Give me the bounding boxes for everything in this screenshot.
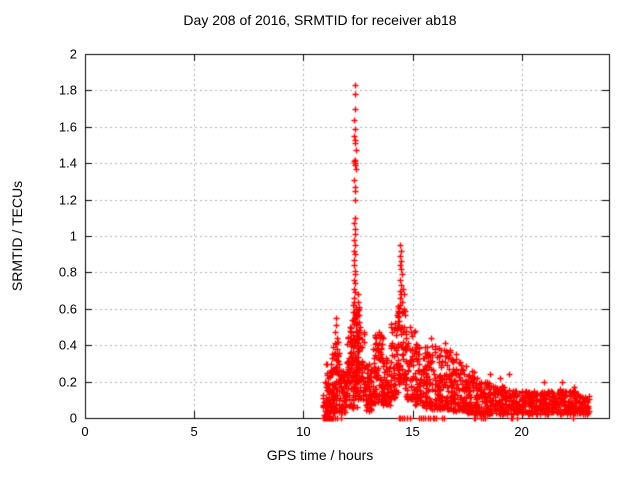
y-tick-label: 0.8 (58, 264, 77, 280)
x-tick-label: 20 (514, 424, 529, 439)
y-tick-label: 0.4 (58, 337, 77, 353)
y-tick-label: 1.8 (58, 82, 77, 98)
chart-title: Day 208 of 2016, SRMTID for receiver ab1… (183, 12, 457, 28)
y-axis-label: SRMTID / TECUs (9, 180, 25, 292)
x-tick-label: 15 (405, 424, 420, 439)
x-tick-label: 10 (296, 424, 311, 439)
y-tick-label: 2 (69, 46, 77, 62)
y-tick-label: 1 (69, 228, 77, 244)
y-tick-label: 1.6 (58, 119, 77, 135)
y-tick-label: 1.4 (58, 155, 77, 171)
x-tick-label: 5 (190, 424, 198, 439)
y-tick-label: 0.2 (58, 374, 77, 390)
x-axis-label: GPS time / hours (266, 447, 374, 463)
y-tick-label: 1.2 (58, 192, 77, 208)
y-tick-label: 0.6 (58, 301, 77, 317)
x-tick-label: 0 (81, 424, 89, 439)
y-tick-label: 0 (69, 410, 77, 426)
